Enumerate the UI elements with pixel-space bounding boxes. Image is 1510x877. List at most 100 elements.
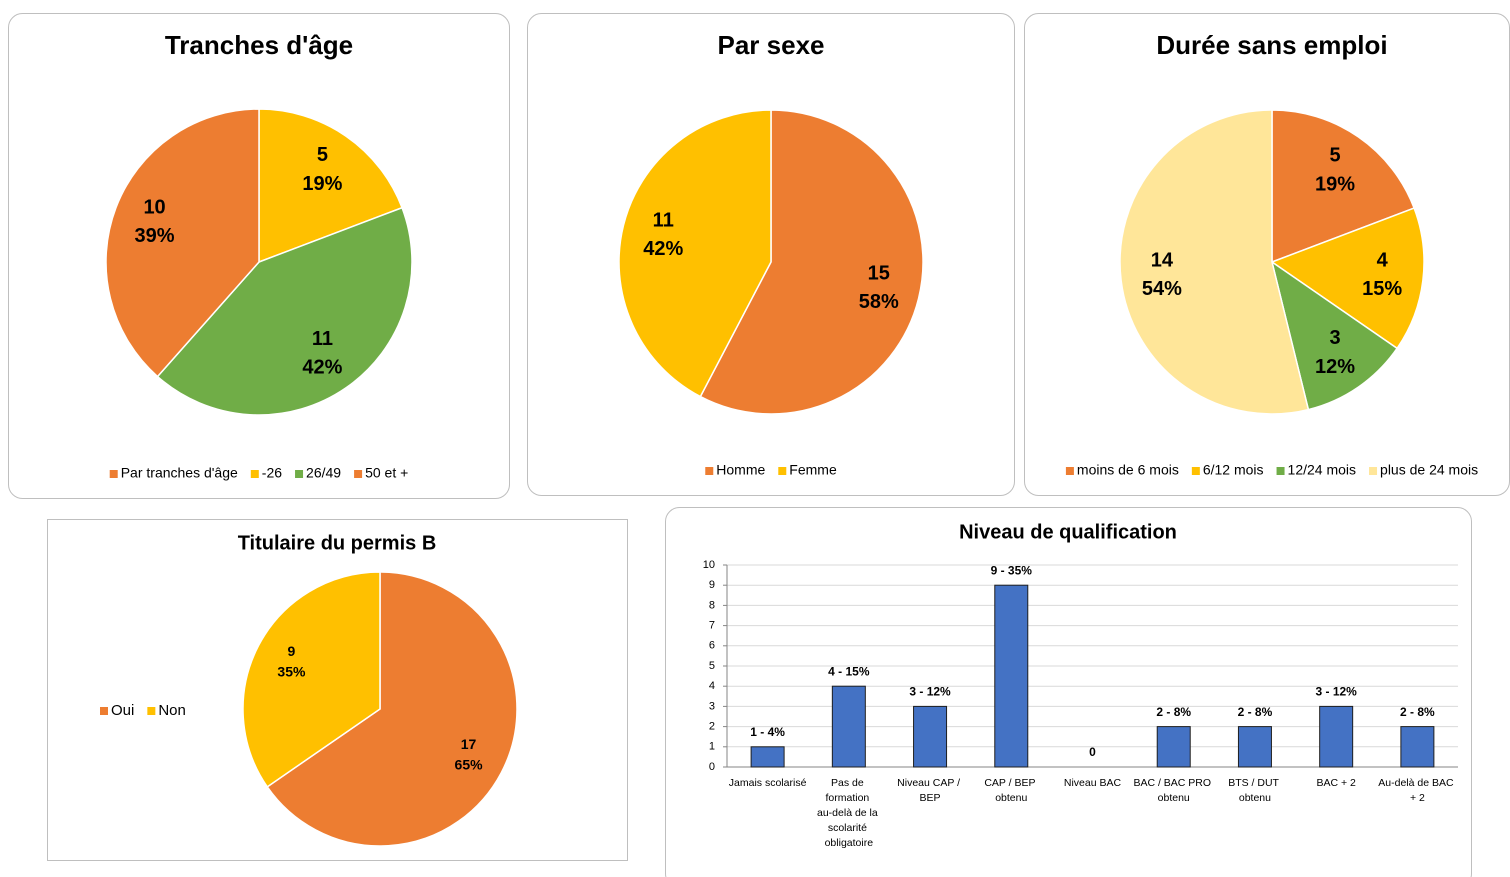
data-label: 42% (302, 357, 342, 379)
y-tick-label: 1 (709, 741, 715, 753)
legend-label: -26 (262, 465, 282, 481)
data-label: 15% (1362, 278, 1402, 300)
x-tick-label-line: scolarité (828, 822, 870, 834)
legend-label: Par tranches d'âge (121, 465, 238, 481)
y-tick-label: 2 (709, 721, 715, 733)
data-label: 19% (1315, 173, 1355, 195)
legend-swatch (295, 470, 304, 478)
data-label: 0 (1089, 745, 1096, 759)
x-tick-label-line: BAC / BAC PRO (1133, 777, 1214, 789)
y-tick-label: 6 (709, 640, 715, 652)
x-tick-label-line: obtenu (1239, 792, 1271, 804)
x-tick-label-line: Niveau BAC (1064, 777, 1122, 789)
x-tick-label-line: BAC + 2 (1316, 777, 1356, 789)
x-tick-label: Niveau BAC (1064, 777, 1122, 789)
bar (1237, 726, 1272, 768)
x-tick-label: BAC / BAC PRO obtenu (1133, 777, 1214, 804)
data-label: 2 - 8% (1238, 705, 1273, 719)
legend-swatch (1065, 467, 1074, 475)
x-tick-label-line: formation (825, 792, 872, 804)
data-label: 11 (653, 209, 674, 231)
y-tick-label: 7 (709, 620, 715, 632)
bar (1400, 726, 1435, 768)
pie-slice (242, 571, 381, 788)
x-tick-label-line: obtenu (1158, 792, 1190, 804)
legend-swatch (354, 470, 363, 478)
data-label: 3 - 12% (909, 685, 951, 699)
pie-slice (699, 109, 924, 415)
x-tick-label: Au-delà de BAC + 2 (1378, 777, 1456, 804)
y-tick-label: 5 (709, 660, 715, 672)
pie-slice (156, 206, 413, 416)
pie-slice (1119, 109, 1310, 415)
y-tick-label: 8 (709, 599, 715, 611)
data-label: 39% (135, 225, 175, 247)
legend-label: moins de 6 mois (1077, 462, 1179, 478)
data-label: 58% (859, 291, 899, 313)
legend-label: Oui (111, 702, 134, 719)
legend-swatch (147, 707, 156, 715)
bar (913, 705, 948, 768)
y-tick-label: 3 (709, 700, 715, 712)
legend-label: plus de 24 mois (1380, 462, 1478, 478)
data-label: 2 - 8% (1156, 705, 1191, 719)
x-tick-label-line: Au-delà de BAC (1378, 777, 1456, 789)
data-label: 54% (1142, 278, 1182, 300)
bar (831, 685, 866, 768)
data-label: 2 - 8% (1400, 705, 1435, 719)
data-label: 5 (317, 144, 328, 166)
pie-slice (266, 571, 518, 847)
legend-swatch (109, 470, 118, 478)
x-tick-label: BAC + 2 (1316, 777, 1356, 789)
data-label: 4 - 15% (828, 664, 870, 678)
legend-swatch (250, 470, 259, 478)
legend: Homme Femme (705, 462, 837, 478)
legend-swatch (100, 707, 108, 715)
legend-swatch (778, 467, 787, 475)
x-tick-label-line: Niveau CAP / (897, 777, 963, 789)
x-tick-label-line: BTS / DUT (1228, 777, 1281, 789)
chart-title: Par sexe (718, 30, 825, 60)
y-tick-label: 10 (703, 559, 715, 571)
pie-slice (1270, 207, 1425, 350)
y-tick-label: 9 (709, 579, 715, 591)
legend-swatch (1276, 467, 1285, 475)
x-tick-label-line: au-delà de la (817, 807, 881, 819)
data-label: 14 (1151, 249, 1174, 271)
x-tick-label: BTS / DUT obtenu (1228, 777, 1281, 804)
x-tick-label-line: + 2 (1410, 792, 1425, 804)
x-tick-label-line: CAP / BEP (984, 777, 1038, 789)
x-tick-label-line: BEP (920, 792, 941, 804)
x-tick-label-line: obtenu (995, 792, 1027, 804)
data-label: 3 - 12% (1315, 685, 1357, 699)
y-tick-label: 4 (709, 680, 715, 692)
data-label: 1 - 4% (750, 725, 785, 739)
legend-label: 12/24 mois (1288, 462, 1356, 478)
pie-slice (618, 109, 772, 398)
legend-label: 6/12 mois (1203, 462, 1264, 478)
panel (665, 507, 1472, 877)
data-label: 5 (1329, 145, 1340, 167)
data-label: 9 (288, 643, 296, 659)
data-label: 19% (302, 173, 342, 195)
pie-slice (105, 108, 260, 378)
legend-swatch (1369, 467, 1378, 475)
data-label: 35% (277, 663, 306, 679)
chart-title: Niveau de qualification (959, 521, 1177, 543)
legend: Oui Non (100, 702, 186, 719)
legend-label: Femme (789, 462, 837, 478)
chart-title: Durée sans emploi (1156, 30, 1387, 60)
data-label: 42% (643, 238, 683, 260)
chart-title: Tranches d'âge (165, 30, 353, 60)
data-label: 65% (455, 756, 484, 772)
pie-slice (258, 108, 404, 264)
y-tick-label: 0 (709, 761, 715, 773)
legend-label: 50 et + (365, 465, 408, 481)
legend: moins de 6 mois 6/12 mois 12/24 mois plus d… (1065, 462, 1478, 478)
bar (1319, 705, 1354, 768)
x-tick-label-line: Jamais scolarisé (729, 777, 807, 789)
legend-label: 26/49 (306, 465, 341, 481)
x-tick-label-line: obligatoire (825, 837, 874, 849)
x-tick-label: CAP / BEP obtenu (984, 777, 1038, 804)
legend-swatch (1191, 467, 1200, 475)
